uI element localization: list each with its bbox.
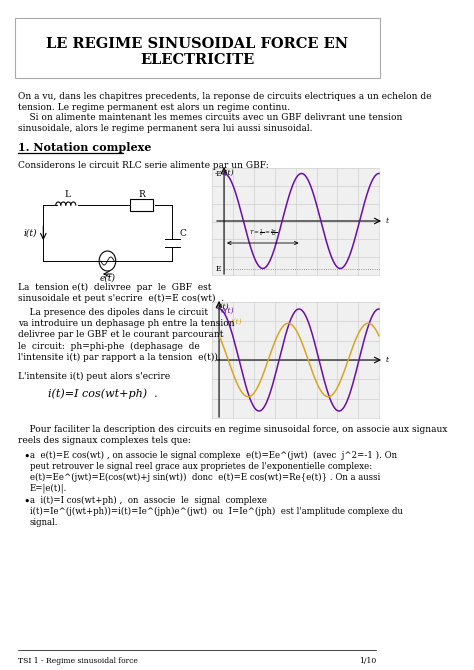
Text: E: E	[216, 265, 221, 273]
Text: i(t): i(t)	[23, 228, 36, 237]
Text: i(t)=Ie^(j(wt+ph))=i(t)=Ie^(jph)e^(jwt)  ou  I=Ie^(jph)  est l'amplitude complex: i(t)=Ie^(j(wt+ph))=i(t)=Ie^(jph)e^(jwt) …	[30, 507, 403, 516]
Text: t: t	[386, 217, 389, 225]
Bar	[212, 168, 379, 275]
Text: reels des signaux complexes tels que:: reels des signaux complexes tels que:	[18, 436, 191, 445]
Text: Pour faciliter la description des circuits en regime sinusoidal force, on associ: Pour faciliter la description des circui…	[18, 425, 448, 434]
Text: La presence des dipoles dans le circuit: La presence des dipoles dans le circuit	[18, 308, 209, 317]
Text: Si on alimente maintenant les memes circuits avec un GBF delivrant une tension: Si on alimente maintenant les memes circ…	[18, 113, 403, 122]
Text: l'intensite i(t) par rapport a la tension  e(t)).: l'intensite i(t) par rapport a la tensio…	[18, 353, 221, 362]
Text: i(t)=I cos(wt+ph)  .: i(t)=I cos(wt+ph) .	[48, 388, 158, 399]
Text: -E: -E	[215, 170, 222, 178]
Text: delivree par le GBF et le courant parcourant: delivree par le GBF et le courant parcou…	[18, 330, 224, 340]
Text: E=|e(t)|.: E=|e(t)|.	[30, 483, 67, 493]
Text: e(t): e(t)	[221, 307, 234, 315]
FancyBboxPatch shape	[15, 18, 380, 78]
Text: sinusoidale, alors le regime permanent sera lui aussi sinusoidal.: sinusoidale, alors le regime permanent s…	[18, 123, 313, 133]
Text: 1. Notation complexe: 1. Notation complexe	[18, 142, 152, 153]
Text: i(t): i(t)	[231, 318, 242, 326]
Text: a  e(t)=E cos(wt) , on associe le signal complexe  e(t)=Ee^(jwt)  (avec  j^2=-1 : a e(t)=E cos(wt) , on associe le signal …	[30, 451, 397, 460]
Text: t: t	[386, 356, 389, 364]
Text: •: •	[23, 497, 30, 507]
Bar	[130, 199, 153, 211]
Text: L'intensite i(t) peut alors s'ecrire: L'intensite i(t) peut alors s'ecrire	[18, 372, 171, 381]
Text: Considerons le circuit RLC serie alimente par un GBF:: Considerons le circuit RLC serie aliment…	[18, 161, 269, 170]
Text: e(t): e(t)	[216, 303, 229, 311]
Text: e(t): e(t)	[100, 273, 116, 283]
Text: va introduire un dephasage ph entre la tension: va introduire un dephasage ph entre la t…	[18, 319, 235, 328]
Text: On a vu, dans les chapitres precedents, la reponse de circuits electriques a un : On a vu, dans les chapitres precedents, …	[18, 92, 432, 101]
Text: signal.: signal.	[30, 518, 58, 527]
Text: C: C	[179, 228, 186, 237]
Text: peut retrouver le signal reel grace aux proprietes de l'exponentielle complexe:: peut retrouver le signal reel grace aux …	[30, 462, 372, 471]
Text: 1/10: 1/10	[359, 657, 376, 665]
Text: L: L	[64, 190, 71, 198]
Text: $T=\frac{1}{\nu}=\frac{2\pi}{\omega}$: $T=\frac{1}{\nu}=\frac{2\pi}{\omega}$	[248, 228, 277, 239]
Bar	[212, 302, 379, 418]
Text: a  i(t)=I cos(wt+ph) ,  on  associe  le  signal  complexe: a i(t)=I cos(wt+ph) , on associe le sign…	[30, 496, 267, 505]
Text: •: •	[23, 452, 30, 462]
Text: le  circuit:  ph=phi-phe  (dephasage  de: le circuit: ph=phi-phe (dephasage de	[18, 342, 200, 350]
Text: sinusoidale et peut s'ecrire  e(t)=E cos(wt)  .: sinusoidale et peut s'ecrire e(t)=E cos(…	[18, 294, 225, 303]
Text: e(t)=Ee^(jwt)=E(cos(wt)+j sin(wt))  donc  e(t)=E cos(wt)=Re{e(t)} . On a aussi: e(t)=Ee^(jwt)=E(cos(wt)+j sin(wt)) donc …	[30, 472, 380, 482]
Text: tension. Le regime permanent est alors un regime continu.: tension. Le regime permanent est alors u…	[18, 103, 291, 111]
Circle shape	[99, 251, 116, 271]
Text: e(t): e(t)	[221, 169, 234, 177]
Text: La  tension e(t)  delivree  par  le  GBF  est: La tension e(t) delivree par le GBF est	[18, 283, 212, 292]
Text: LE REGIME SINUSOIDAL FORCE EN
ELECTRICITE: LE REGIME SINUSOIDAL FORCE EN ELECTRICIT…	[46, 37, 348, 67]
Text: TSI 1 - Regime sinusoidal force: TSI 1 - Regime sinusoidal force	[18, 657, 138, 665]
Text: R: R	[138, 190, 145, 198]
